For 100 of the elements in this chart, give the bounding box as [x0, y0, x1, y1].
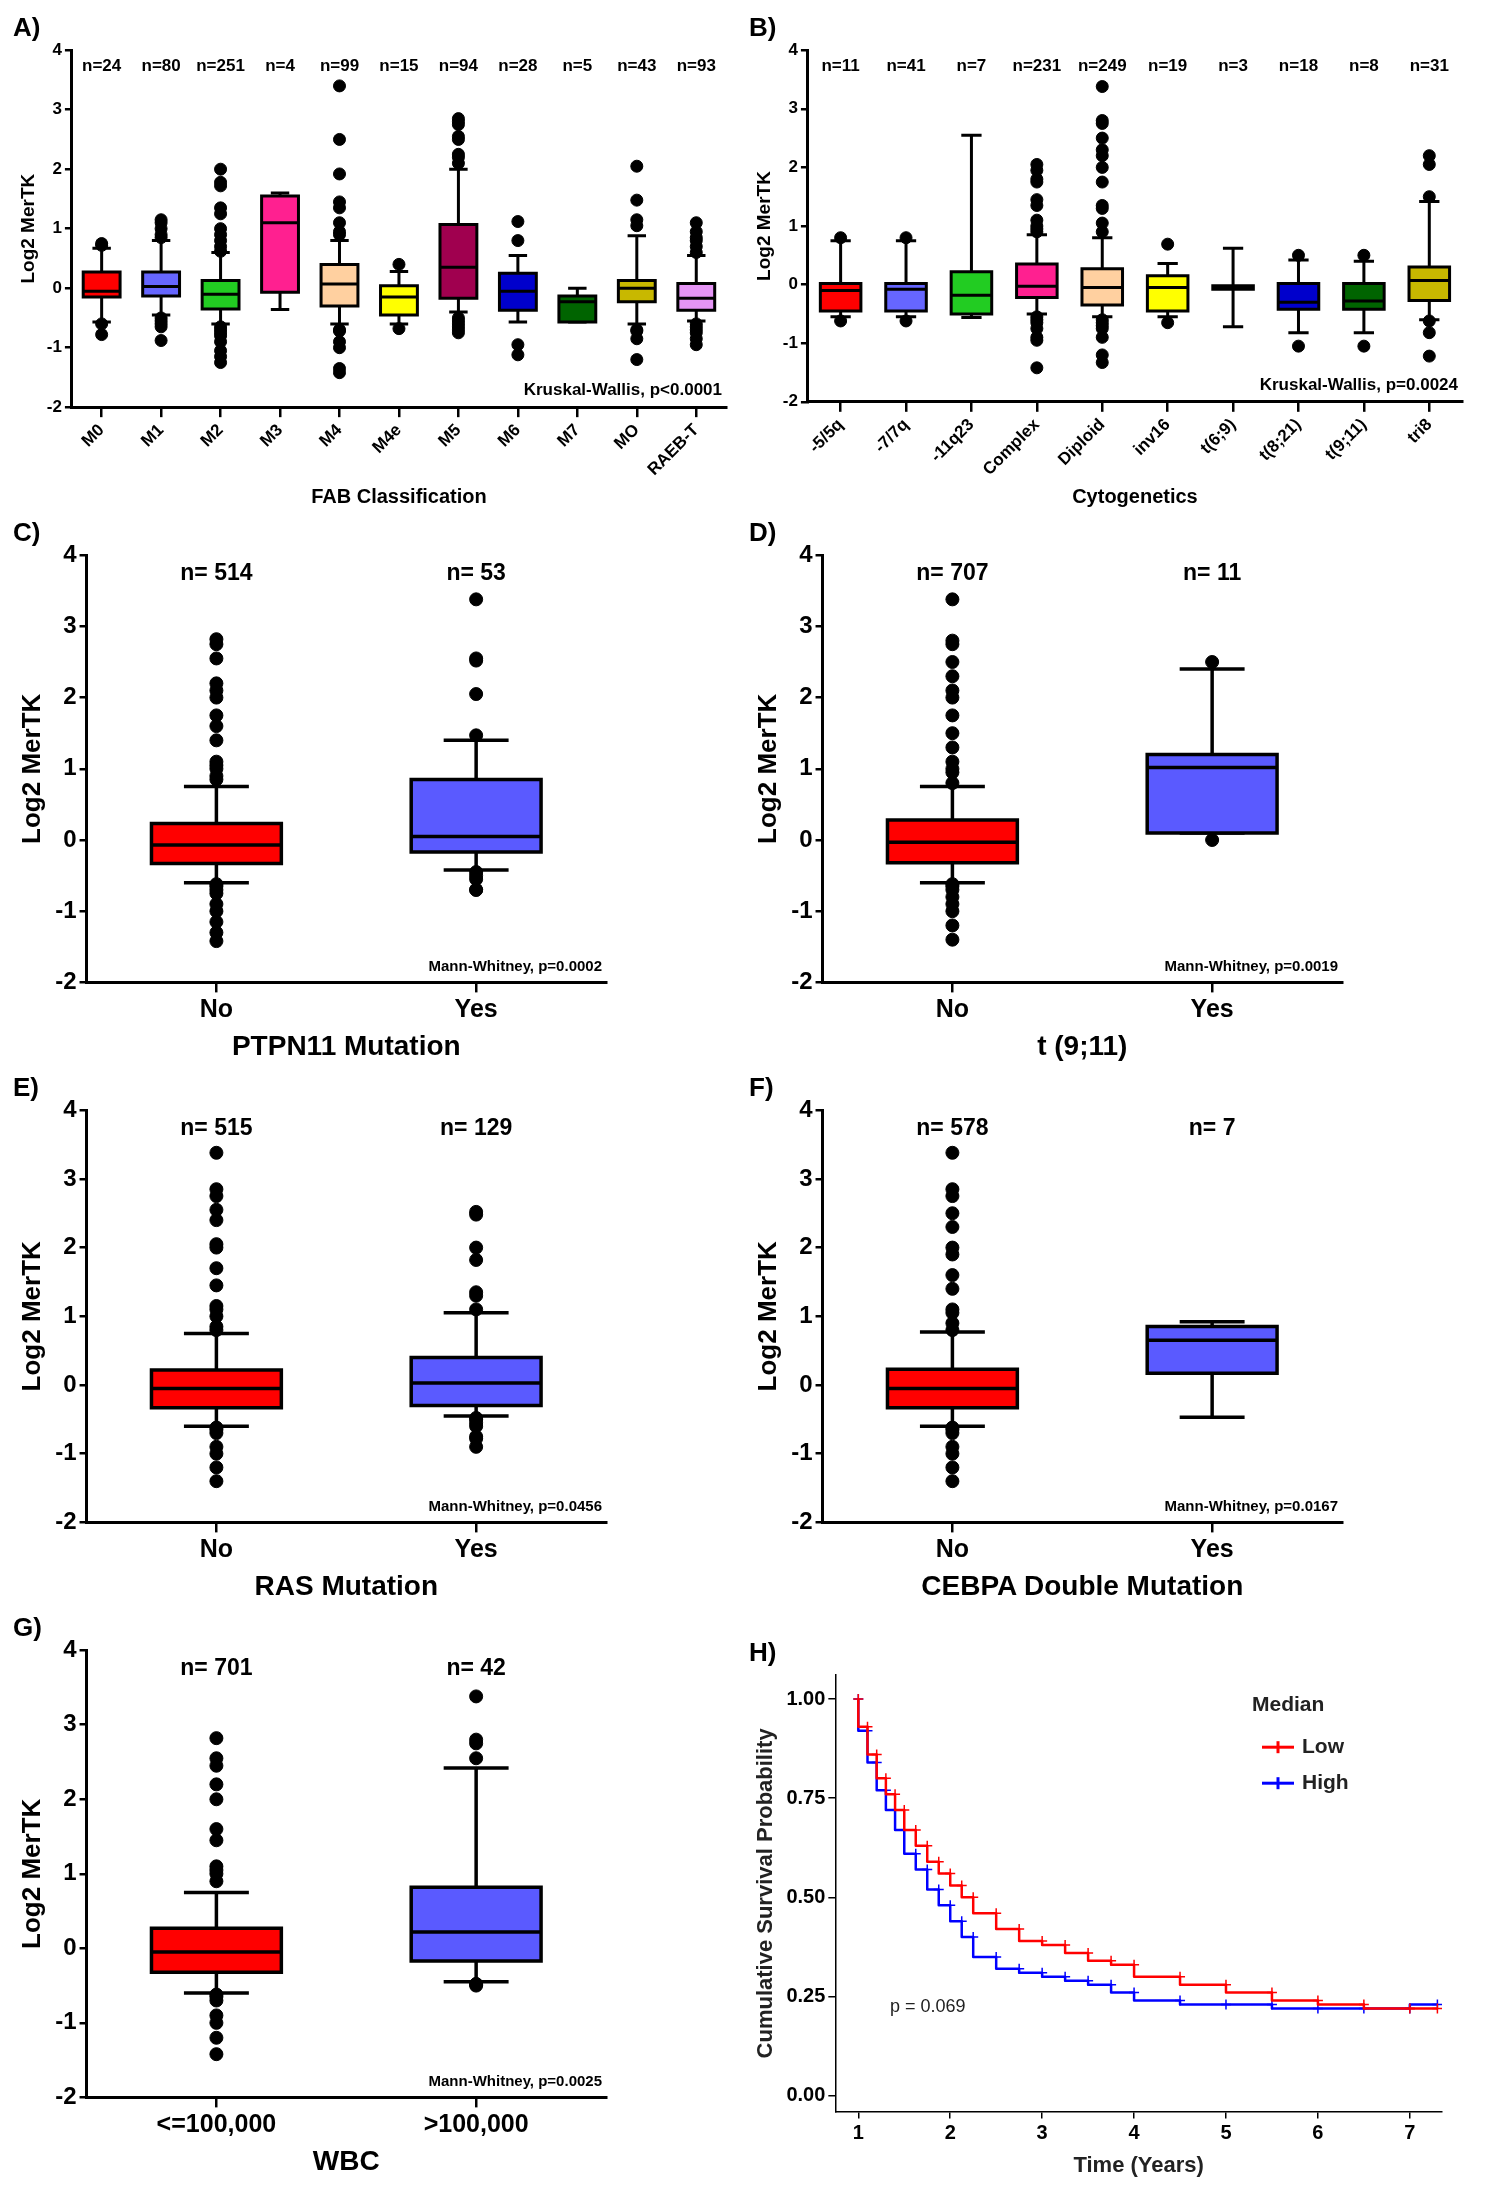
- y-tick-label: -2: [46, 396, 62, 416]
- y-tick-label: 3: [799, 611, 813, 639]
- annotation: n=7: [956, 55, 987, 75]
- x-tick-label: M1: [137, 420, 168, 451]
- x-tick-label: M4: [315, 419, 347, 451]
- x-tick-label: M3: [256, 420, 287, 451]
- y-tick-label: -2: [782, 391, 798, 411]
- y-axis-title: Log2 MerTK: [751, 1240, 782, 1392]
- y-tick-label: 3: [799, 1163, 813, 1191]
- annotation: Mann-Whitney, p=0.0002: [428, 957, 602, 975]
- chart-title: A): [13, 11, 41, 42]
- y-tick-label: 1: [63, 1858, 77, 1886]
- x-tick-label: M4e: [368, 420, 406, 457]
- y-tick-label: 0: [52, 277, 62, 297]
- x-tick-label: No: [199, 994, 234, 1023]
- annotation: n=15: [379, 55, 419, 75]
- annotation: n= 515: [180, 1113, 253, 1140]
- x-axis-title: WBC: [312, 2144, 380, 2176]
- chart-title: E): [13, 1071, 39, 1102]
- y-tick-label: 1: [799, 753, 813, 781]
- y-tick-label: 2: [52, 158, 62, 178]
- y-tick-label: 2: [63, 1783, 77, 1811]
- y-tick-label: 0: [788, 274, 798, 294]
- y-tick-label: -1: [55, 2007, 77, 2035]
- x-axis-title: FAB Classification: [311, 484, 487, 507]
- x-tick-label: No: [199, 1534, 234, 1563]
- annotation: n=11: [821, 55, 860, 75]
- y-tick-label: -1: [791, 1438, 813, 1466]
- annotation: n=28: [498, 55, 538, 75]
- annotation: n=3: [1218, 55, 1248, 75]
- x-tick-label: >100,000: [423, 2109, 529, 2138]
- x-tick-label: tri8: [1403, 414, 1436, 447]
- y-tick-label: 1.00: [786, 1686, 826, 1709]
- chart-title: B): [749, 11, 777, 42]
- annotation: n=251: [196, 55, 245, 75]
- annotation: n=43: [617, 55, 657, 75]
- y-tick-label: 2: [63, 1232, 77, 1260]
- y-tick-label: 0.75: [786, 1785, 826, 1808]
- x-tick-label: 5: [1220, 2121, 1232, 2144]
- y-tick-label: 4: [52, 39, 63, 59]
- annotation: n= 707: [916, 558, 989, 585]
- annotation: n= 7: [1188, 1113, 1236, 1140]
- annotation: p = 0.069: [889, 1995, 966, 2016]
- x-tick-label: Yes: [454, 1534, 498, 1563]
- chart-title: G): [13, 1611, 42, 1642]
- annotation: Mann-Whitney, p=0.0456: [428, 1497, 602, 1515]
- annotation: n= 53: [446, 558, 506, 585]
- x-tick-label: Yes: [454, 994, 498, 1023]
- annotation: Mann-Whitney, p=0.0019: [1164, 957, 1338, 975]
- annotation: Mann-Whitney, p=0.0167: [1164, 1497, 1338, 1515]
- y-tick-label: 4: [63, 1634, 78, 1662]
- y-tick-label: -1: [46, 337, 62, 357]
- y-tick-label: 4: [63, 1094, 78, 1122]
- x-tick-label: M5: [434, 420, 465, 451]
- x-axis-title: RAS Mutation: [254, 1569, 439, 1601]
- y-tick-label: 1: [63, 753, 77, 781]
- y-tick-label: -2: [791, 967, 813, 995]
- y-axis-title: Log2 MerTK: [752, 170, 774, 281]
- chart-title: H): [749, 1636, 777, 1667]
- y-tick-label: 0: [63, 1369, 77, 1397]
- y-tick-label: 2: [788, 157, 798, 177]
- annotation: n= 129: [440, 1113, 513, 1140]
- y-tick-label: 0: [799, 1369, 813, 1397]
- y-axis-title: Log2 MerTK: [15, 693, 46, 844]
- annotation: n=93: [676, 55, 716, 75]
- y-tick-label: 1: [52, 218, 62, 238]
- y-tick-label: 3: [63, 611, 77, 639]
- y-tick-label: -1: [55, 895, 77, 923]
- x-tick-label: M6: [493, 420, 525, 451]
- annotation: n=99: [319, 55, 360, 75]
- y-tick-label: -2: [55, 1507, 77, 1535]
- annotation: n=31: [1409, 55, 1449, 75]
- chart-title: C): [13, 516, 41, 547]
- y-tick-label: 2: [799, 682, 813, 710]
- x-axis-title: t (9;11): [1037, 1029, 1128, 1061]
- annotation: n=18: [1278, 55, 1319, 75]
- y-tick-label: 2: [799, 1232, 813, 1260]
- legend-label: High: [1302, 1770, 1349, 1793]
- x-axis-title: Cytogenetics: [1072, 484, 1198, 507]
- x-axis-title: CEBPA Double Mutation: [921, 1569, 1244, 1601]
- y-tick-label: 0.50: [786, 1884, 826, 1907]
- x-tick-label: 2: [944, 2121, 956, 2144]
- y-tick-label: -1: [791, 895, 813, 923]
- x-tick-label: 4: [1128, 2121, 1141, 2144]
- y-tick-label: 0.00: [786, 2083, 826, 2106]
- x-tick-label: 1: [852, 2121, 864, 2144]
- annotation: n= 578: [916, 1113, 989, 1140]
- x-tick-label: Yes: [1190, 994, 1234, 1023]
- annotation: n=4: [265, 55, 296, 75]
- y-tick-label: 0: [63, 1932, 77, 1960]
- y-tick-label: 4: [788, 39, 799, 59]
- annotation: n=94: [438, 55, 479, 75]
- x-tick-label: M2: [196, 420, 227, 451]
- x-tick-label: M0: [77, 420, 108, 451]
- x-tick-label: M7: [553, 420, 584, 451]
- x-tick-label: No: [935, 994, 970, 1023]
- annotation: n=231: [1012, 55, 1062, 75]
- y-axis-title: Log2 MerTK: [16, 173, 38, 284]
- y-tick-label: -2: [791, 1507, 813, 1535]
- y-axis-title: Log2 MerTK: [751, 693, 782, 844]
